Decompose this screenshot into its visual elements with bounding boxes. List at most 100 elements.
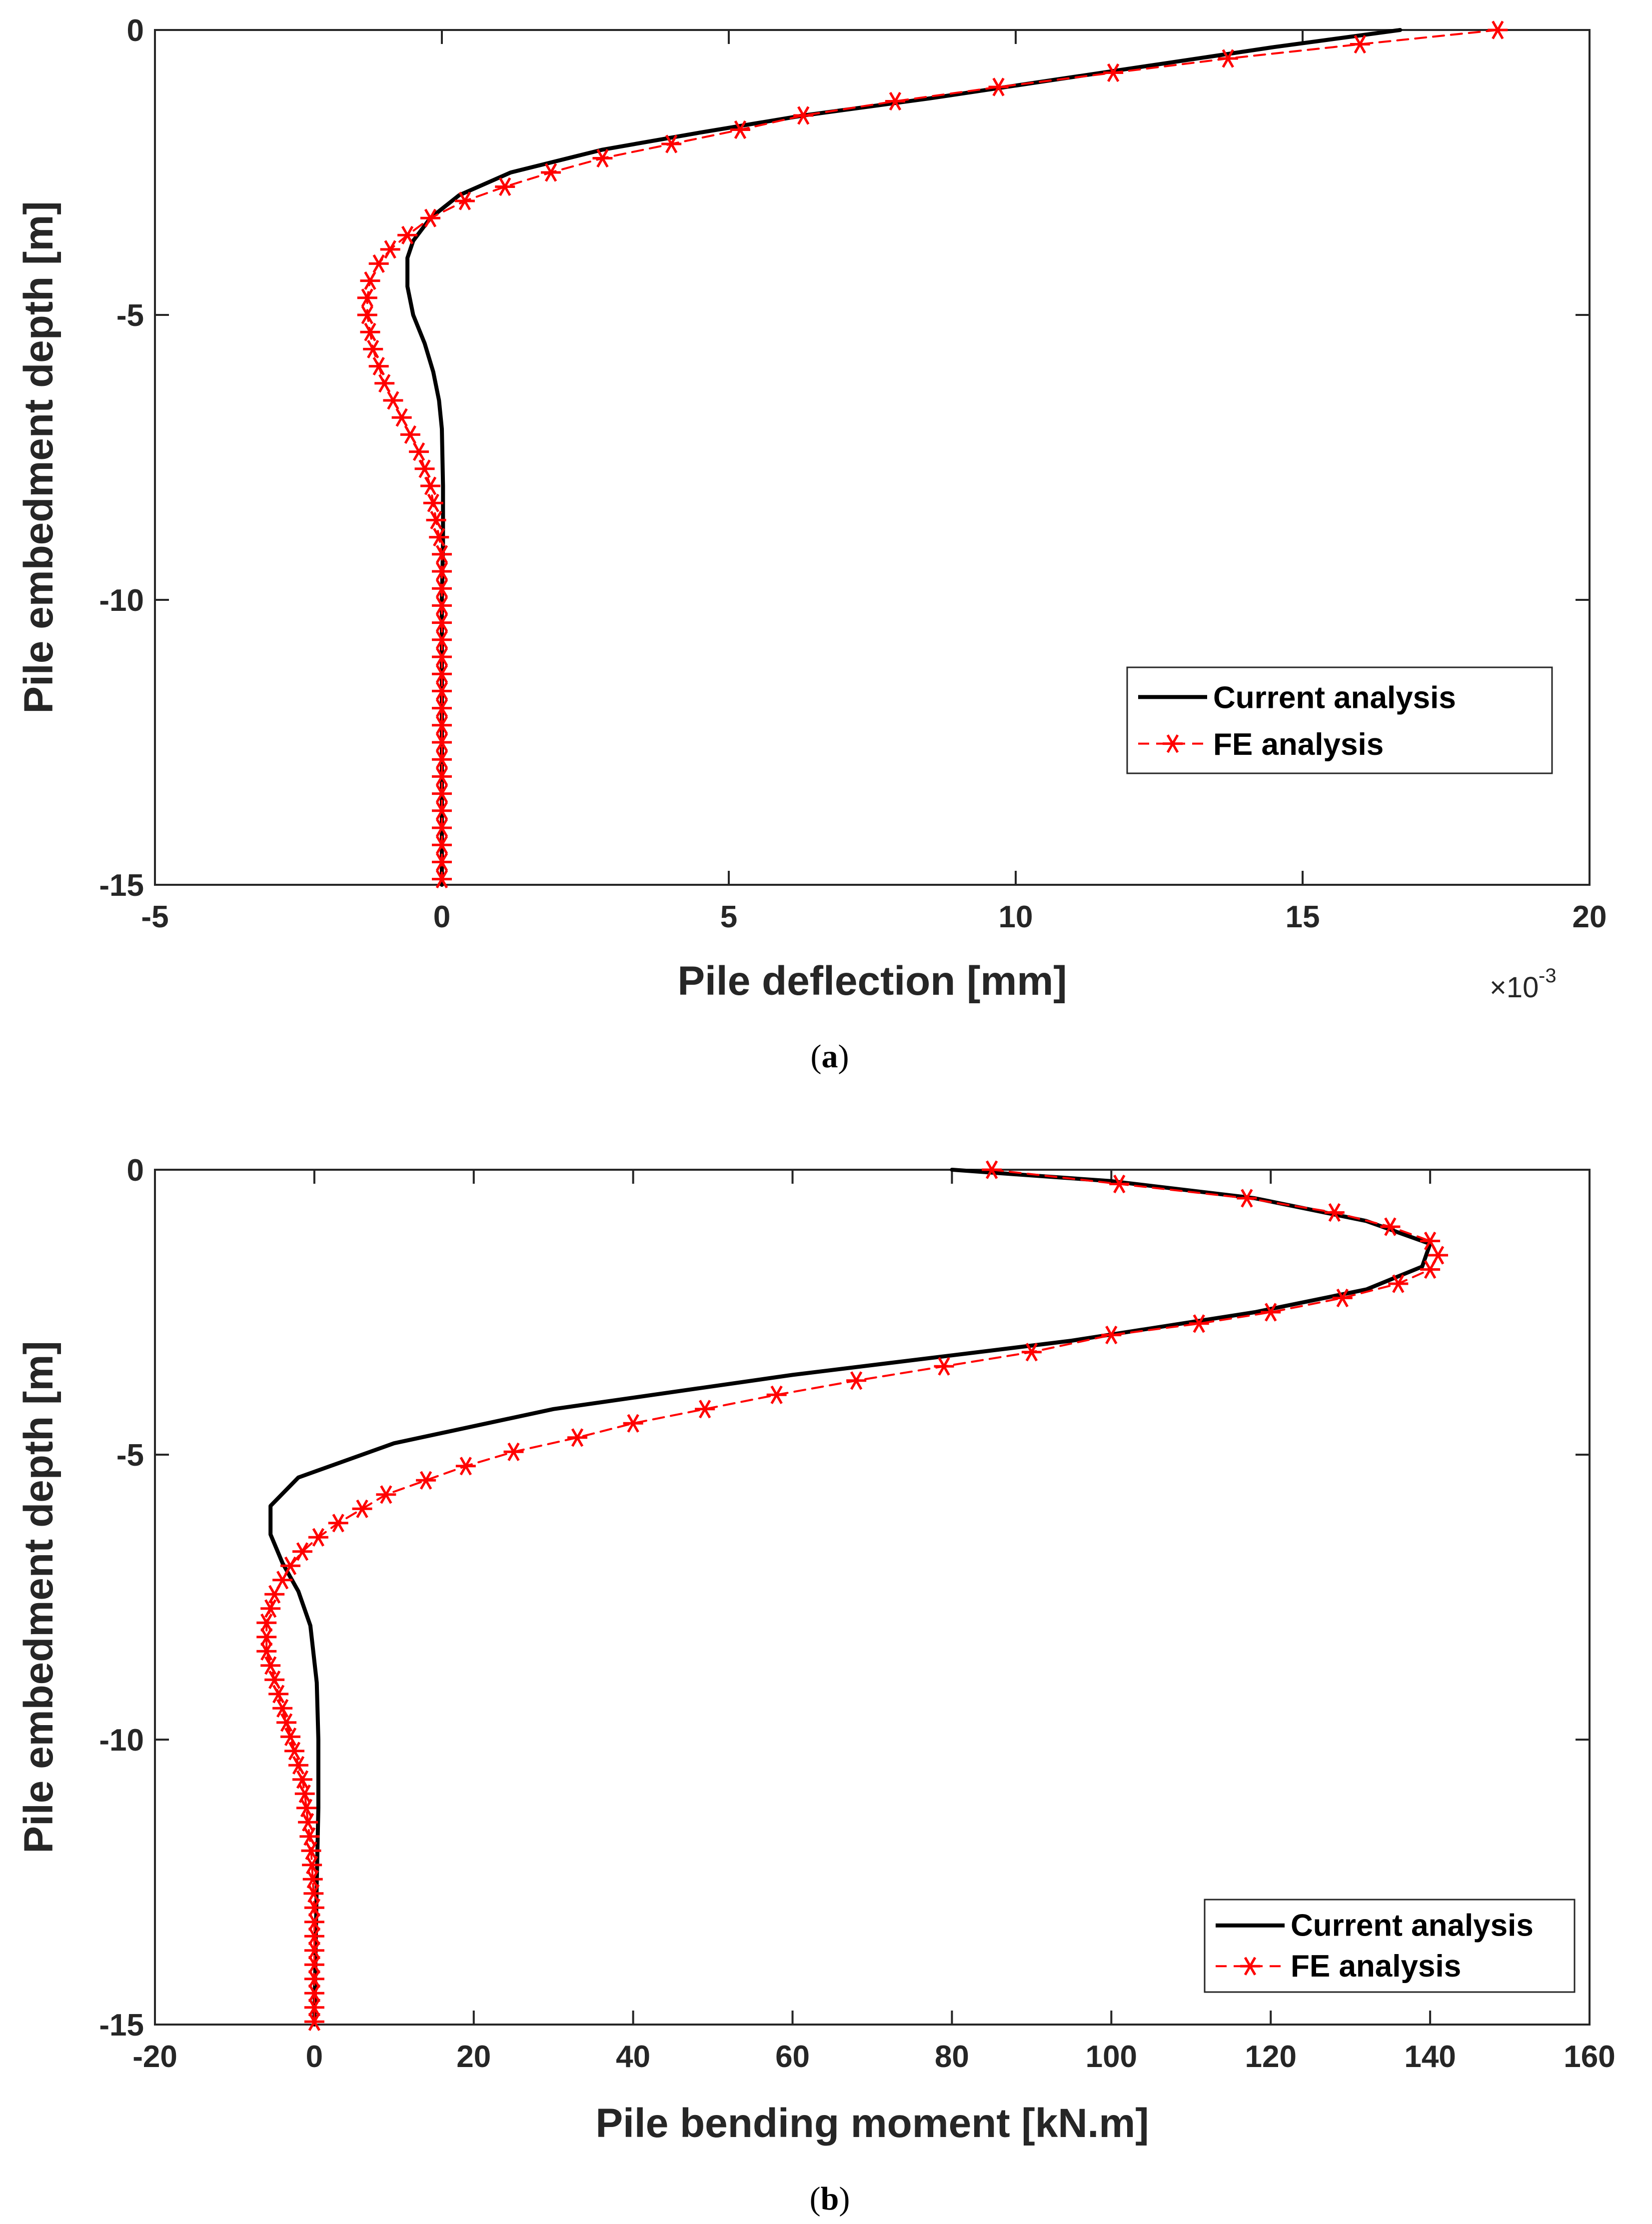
data-point-marker — [432, 545, 452, 564]
x-tick-label: 0 — [306, 2040, 323, 2074]
data-point-marker — [567, 1428, 588, 1447]
data-point-marker — [982, 1160, 1002, 1179]
legend-label: FE analysis — [1291, 1949, 1461, 1984]
data-point-marker — [1237, 1189, 1257, 1208]
data-point-marker — [414, 459, 435, 478]
data-point-marker — [304, 1913, 324, 1932]
y-tick-label: -10 — [99, 1723, 144, 1758]
panel-b-legend: Current analysis FE analysis — [1204, 1899, 1576, 1993]
data-point-marker — [304, 2012, 324, 2031]
series-current-analysis — [268, 1168, 1433, 2027]
series-current-analysis — [405, 28, 1403, 887]
data-point-marker — [376, 1485, 396, 1504]
data-point-marker — [495, 177, 515, 196]
data-point-marker — [885, 91, 905, 111]
x-tick-label: 10 — [999, 900, 1033, 934]
y-tick-label: -15 — [99, 868, 144, 903]
data-point-marker — [304, 1984, 324, 2003]
data-point-marker — [432, 613, 452, 632]
y-tick-label: -5 — [116, 298, 144, 333]
data-point-marker — [432, 630, 452, 649]
data-point-marker — [264, 1670, 285, 1689]
panel-a-y-axis-label: Pile embedment depth [m] — [16, 201, 61, 713]
data-point-marker — [988, 77, 1009, 96]
data-point-marker — [766, 1385, 787, 1404]
data-point-marker — [432, 699, 452, 718]
data-point-marker — [328, 1514, 348, 1533]
panel-caption: (b) — [810, 2181, 850, 2217]
legend-box — [1126, 666, 1553, 774]
x-tick-label: 0 — [433, 900, 450, 934]
panel-b-series — [256, 1160, 1449, 2031]
x-tick-label: 15 — [1286, 900, 1320, 934]
data-point-marker — [264, 1585, 285, 1604]
data-point-marker — [397, 225, 418, 244]
data-point-marker — [1420, 1260, 1441, 1279]
data-point-marker — [934, 1357, 954, 1376]
panel-a-legend: Current analysis FE analysis — [1126, 666, 1553, 774]
plot-area-frame — [154, 29, 1591, 886]
legend-label: FE analysis — [1213, 727, 1384, 762]
data-point-marker — [1109, 1174, 1130, 1194]
y-tick-label: -15 — [99, 2008, 144, 2043]
legend-label: Current analysis — [1291, 1909, 1534, 1943]
data-point-marker — [391, 408, 412, 427]
panel-b-x-axis-label: Pile bending moment [kN.m] — [595, 2101, 1149, 2146]
data-point-marker — [374, 374, 395, 393]
panel-a-x-multiplier-exponent: -3 — [1539, 965, 1557, 987]
data-point-marker — [432, 750, 452, 769]
data-point-marker — [432, 852, 452, 871]
data-point-marker — [400, 425, 420, 444]
data-point-marker — [432, 716, 452, 735]
panel-caption: (a) — [811, 1038, 849, 1075]
x-tick-label: 20 — [1573, 900, 1607, 934]
data-point-marker — [416, 1471, 436, 1490]
legend-box — [1204, 1899, 1576, 1993]
panel-a-x-multiplier: ×10 -3 — [1490, 965, 1557, 1004]
data-point-marker — [260, 1656, 281, 1675]
data-point-marker — [1101, 1326, 1122, 1345]
data-point-marker — [592, 148, 613, 168]
data-point-marker — [429, 528, 449, 547]
data-point-marker — [292, 1542, 312, 1561]
panel-a-caption: (a) — [811, 1038, 849, 1075]
data-point-marker — [304, 1970, 324, 1989]
data-point-marker — [432, 784, 452, 803]
data-point-marker — [1261, 1303, 1281, 1322]
data-point-marker — [432, 664, 452, 683]
data-point-marker — [420, 476, 441, 495]
x-tick-label: 40 — [616, 2040, 650, 2074]
data-point-marker — [1380, 1217, 1401, 1236]
data-point-marker — [308, 1528, 328, 1547]
data-point-marker — [432, 818, 452, 837]
data-point-marker — [360, 271, 380, 290]
data-point-marker — [432, 835, 452, 854]
data-point-marker — [423, 493, 443, 512]
data-point-marker — [304, 1941, 324, 1960]
panel-a-x-multiplier-base: ×10 — [1490, 971, 1539, 1004]
data-point-marker — [357, 288, 377, 307]
plot-area-frame — [154, 1169, 1591, 2026]
x-tick-label: 100 — [1086, 2040, 1137, 2074]
x-tick-label: 20 — [456, 2040, 491, 2074]
data-point-marker — [432, 579, 452, 598]
series-line — [268, 1168, 1433, 2027]
data-point-marker — [661, 134, 682, 153]
data-point-marker — [368, 357, 389, 376]
data-point-marker — [1388, 1274, 1409, 1293]
data-point-marker — [1103, 63, 1124, 82]
data-point-marker — [432, 681, 452, 700]
data-point-marker — [280, 1727, 301, 1746]
data-point-marker — [432, 596, 452, 615]
y-tick-label: -5 — [116, 1438, 144, 1473]
legend-marker — [1163, 734, 1183, 753]
x-tick-label: 120 — [1245, 2040, 1296, 2074]
data-point-marker — [426, 510, 446, 529]
data-point-marker — [432, 733, 452, 752]
data-point-marker — [260, 1599, 281, 1618]
data-point-marker — [1021, 1343, 1042, 1362]
data-point-marker — [304, 1998, 324, 2017]
data-point-marker — [541, 163, 561, 182]
